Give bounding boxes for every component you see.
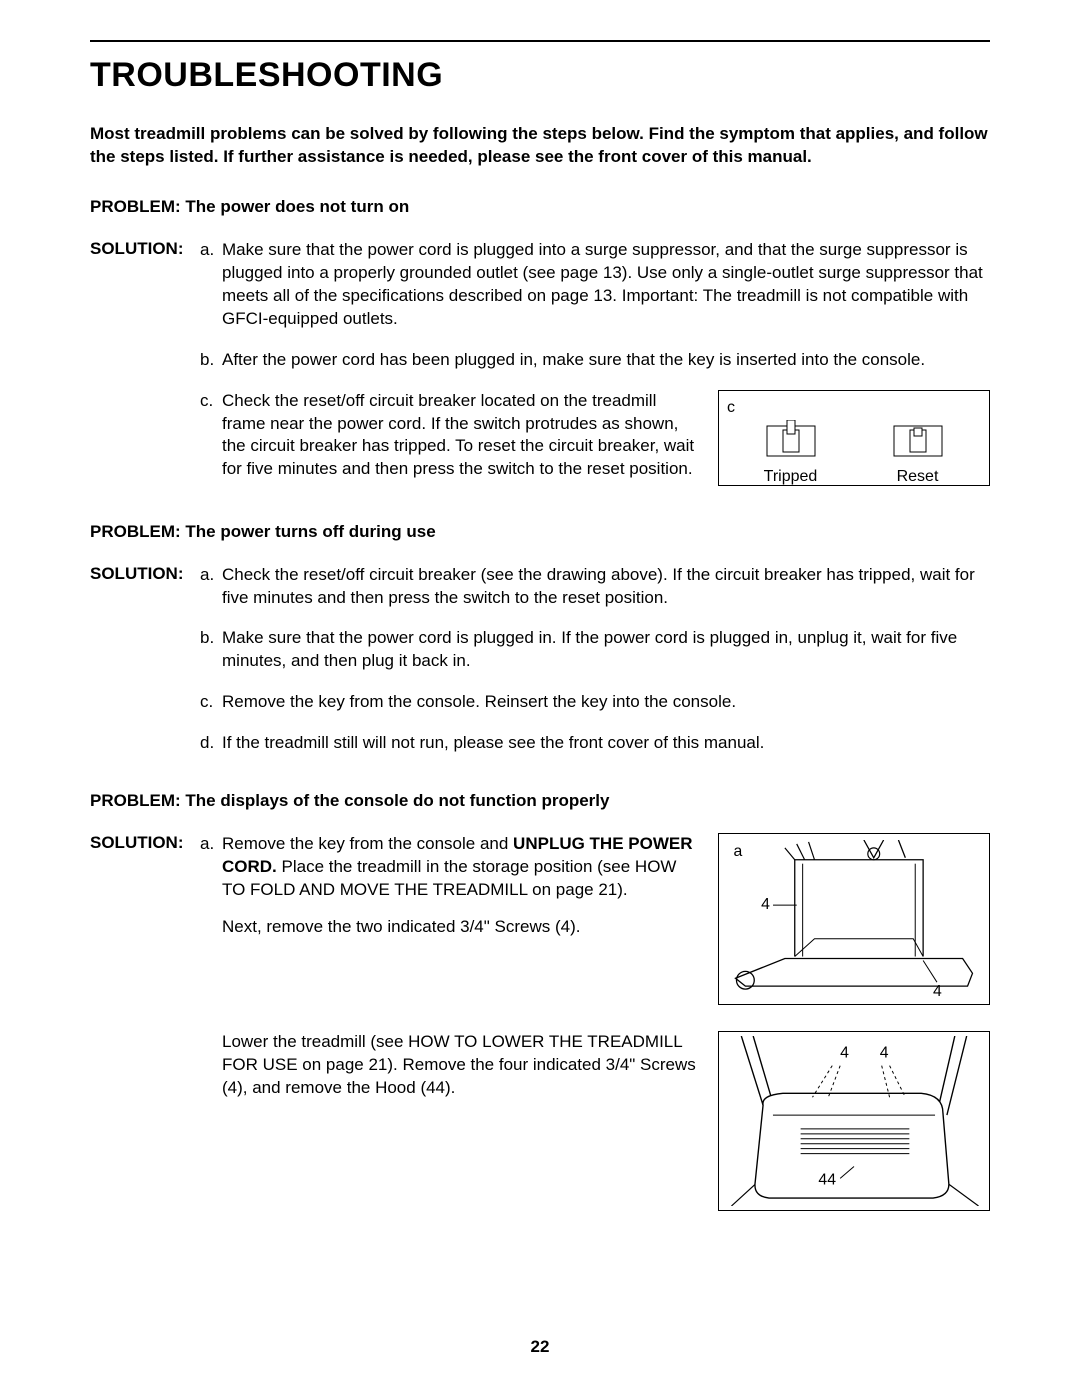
item-letter: c. (200, 691, 222, 714)
tripped-label: Tripped (764, 466, 818, 488)
item-letter-blank (200, 916, 222, 939)
item-text: Remove the key from the console and UNPL… (222, 833, 698, 902)
fig-a-letter: a (734, 843, 743, 860)
item-text: If the treadmill still will not run, ple… (222, 732, 990, 755)
breaker-reset: Reset (888, 420, 948, 488)
figure-c-breaker: c Tripped (718, 390, 990, 486)
solution-3b-text: Lower the treadmill (see HOW TO LOWER TH… (200, 1031, 698, 1100)
item-text: After the power cord has been plugged in… (222, 349, 990, 372)
item-text: Next, remove the two indicated 3/4" Scre… (222, 916, 698, 939)
problem-1-heading: PROBLEM: The power does not turn on (90, 197, 990, 217)
breaker-tripped: Tripped (761, 420, 821, 488)
solution-item-c: c. Check the reset/off circuit breaker l… (200, 390, 698, 482)
problem-1-solution: SOLUTION: a. Make sure that the power co… (90, 239, 990, 504)
solution-item-a-next: Next, remove the two indicated 3/4" Scre… (200, 916, 698, 939)
fig-hood-label-44: 44 (818, 1171, 836, 1188)
p3a-pre: Remove the key from the console and (222, 834, 513, 853)
page-number: 22 (0, 1337, 1080, 1357)
item-letter-blank (200, 1031, 222, 1100)
page-title: TROUBLESHOOTING (90, 56, 990, 95)
fig-hood-label-4a: 4 (840, 1045, 849, 1062)
solution-3b-row: Lower the treadmill (see HOW TO LOWER TH… (200, 1031, 990, 1211)
problem-2-solution: SOLUTION: a. Check the reset/off circuit… (90, 564, 990, 774)
item-letter: b. (200, 349, 222, 372)
solution-3a-row: a. Remove the key from the console and U… (200, 833, 990, 1005)
solution-3a-text: a. Remove the key from the console and U… (200, 833, 698, 939)
top-rule (90, 40, 990, 42)
solution-label: SOLUTION: (90, 564, 200, 584)
problem-3-solution: SOLUTION: a. Remove the key from the con… (90, 833, 990, 1211)
item-text: Make sure that the power cord is plugged… (222, 239, 990, 331)
item-letter: a. (200, 239, 222, 331)
breaker-reset-icon (888, 420, 948, 462)
figure-hood: 4 4 44 (718, 1031, 990, 1211)
p3a-post: Place the treadmill in the storage posit… (222, 857, 676, 899)
breaker-tripped-icon (761, 420, 821, 462)
item-text: Lower the treadmill (see HOW TO LOWER TH… (222, 1031, 698, 1100)
solution-item-b: b. After the power cord has been plugged… (200, 349, 990, 372)
item-text: Make sure that the power cord is plugged… (222, 627, 990, 673)
solution-item-a: a. Remove the key from the console and U… (200, 833, 698, 902)
treadmill-folded-icon: a (725, 840, 983, 998)
solution-item-b: Lower the treadmill (see HOW TO LOWER TH… (200, 1031, 698, 1100)
item-letter: b. (200, 627, 222, 673)
intro-paragraph: Most treadmill problems can be solved by… (90, 123, 990, 169)
solution-items: a. Check the reset/off circuit breaker (… (200, 564, 990, 774)
figure-c-letter: c (727, 397, 981, 419)
fig-a-label-4-left: 4 (761, 896, 770, 913)
figure-c-content: Tripped Reset (727, 420, 981, 488)
problem-3-heading: PROBLEM: The displays of the console do … (90, 791, 990, 811)
solution-item-a: a. Make sure that the power cord is plug… (200, 239, 990, 331)
treadmill-hood-icon: 4 4 44 (723, 1036, 985, 1206)
item-letter: d. (200, 732, 222, 755)
item-text: Check the reset/off circuit breaker (see… (222, 564, 990, 610)
figure-a-treadmill-folded: a (718, 833, 990, 1005)
item-letter: c. (200, 390, 222, 482)
item-letter: a. (200, 833, 222, 902)
solution-items: a. Remove the key from the console and U… (200, 833, 990, 1211)
item-text: Remove the key from the console. Reinser… (222, 691, 990, 714)
manual-page: TROUBLESHOOTING Most treadmill problems … (0, 0, 1080, 1397)
solution-item-c: c. Remove the key from the console. Rein… (200, 691, 990, 714)
solution-item-a: a. Check the reset/off circuit breaker (… (200, 564, 990, 610)
solution-item-d: d. If the treadmill still will not run, … (200, 732, 990, 755)
fig-a-label-4-right: 4 (933, 983, 942, 998)
fig-hood-label-4b: 4 (880, 1045, 889, 1062)
reset-label: Reset (897, 466, 939, 488)
solution-label: SOLUTION: (90, 833, 200, 853)
item-letter: a. (200, 564, 222, 610)
solution-item-b: b. Make sure that the power cord is plug… (200, 627, 990, 673)
solution-label: SOLUTION: (90, 239, 200, 259)
problem-2-heading: PROBLEM: The power turns off during use (90, 522, 990, 542)
solution-item-c-row: c. Check the reset/off circuit breaker l… (200, 390, 990, 486)
solution-items: a. Make sure that the power cord is plug… (200, 239, 990, 504)
item-text: Check the reset/off circuit breaker loca… (222, 390, 698, 482)
